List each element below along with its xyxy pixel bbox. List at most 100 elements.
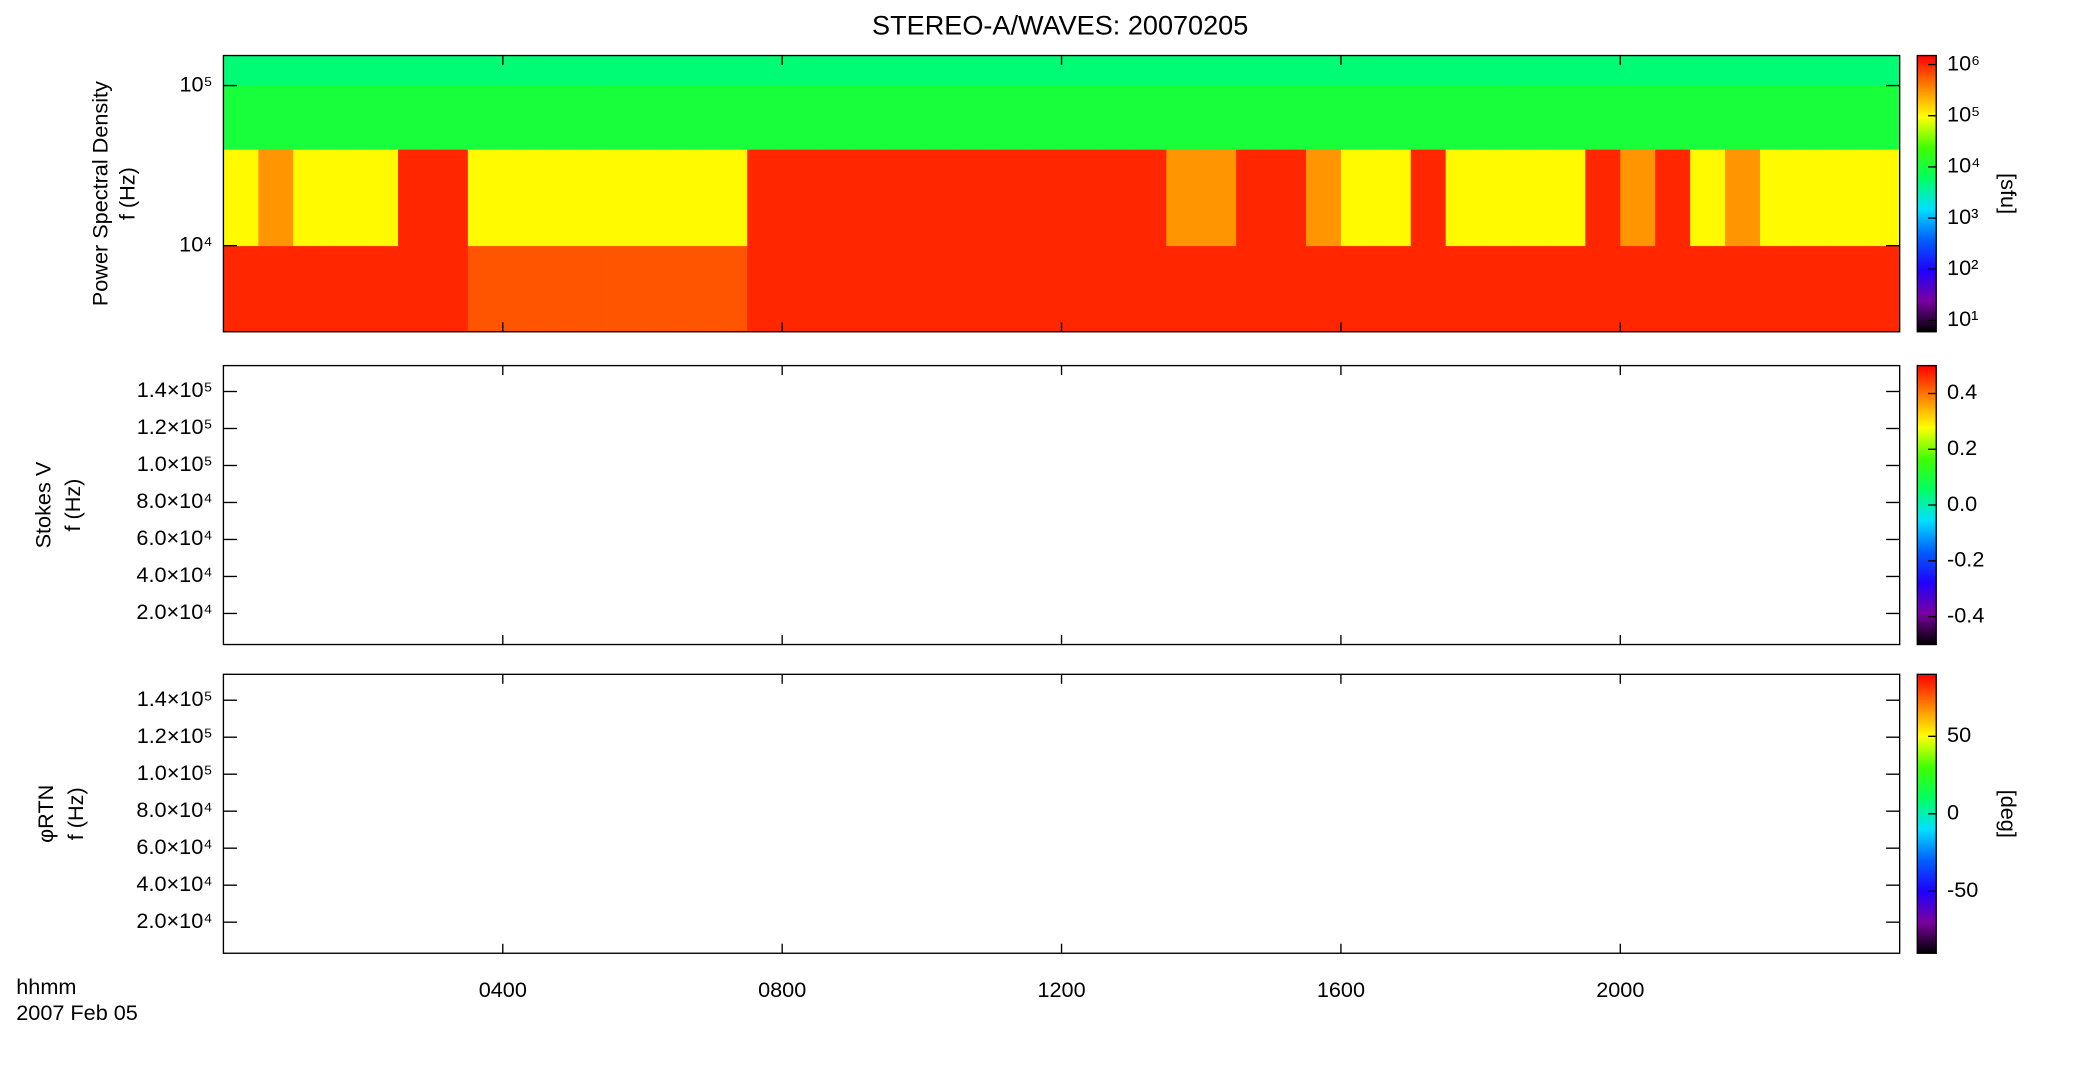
- heatmap-cell: [1375, 55, 1412, 86]
- heatmap-cell: [1585, 85, 1621, 150]
- heatmap-cell: [956, 55, 993, 86]
- heatmap-cell: [747, 245, 783, 333]
- colorbar-tick-label: 10⁵: [1947, 101, 1980, 126]
- heatmap-cell: [328, 85, 364, 150]
- y-tick-label: 1.0×10⁵: [137, 451, 213, 476]
- heatmap-cell: [1585, 55, 1621, 86]
- heatmap-cell: [1201, 85, 1237, 150]
- heatmap-cell: [398, 149, 434, 247]
- heatmap-cell: [747, 55, 783, 86]
- heatmap-cell: [1725, 85, 1761, 150]
- heatmap-cell: [1026, 55, 1062, 86]
- heatmap-cell: [1480, 85, 1516, 150]
- y-tick-label: 1.0×10⁵: [137, 760, 213, 785]
- heatmap-cell: [921, 55, 958, 86]
- colorbar-tick-label: -0.4: [1947, 602, 1984, 627]
- heatmap-cell: [1550, 55, 1586, 86]
- heatmap-cell: [1585, 245, 1621, 333]
- heatmap-cell: [1166, 149, 1202, 247]
- heatmap-cell: [817, 245, 853, 333]
- heatmap-cell: [1864, 245, 1901, 333]
- heatmap-cell: [1305, 149, 1342, 247]
- heatmap-cell: [817, 55, 853, 86]
- y-tick-label: 6.0×10⁴: [136, 834, 212, 859]
- heatmap-cell: [607, 245, 643, 333]
- heatmap-cell: [1305, 55, 1342, 86]
- chart-title: STEREO-A/WAVES: 20070205: [872, 9, 1248, 40]
- heatmap-cell: [747, 85, 783, 150]
- x-axis-label: hhmm: [16, 974, 76, 999]
- heatmap-cell: [223, 149, 259, 247]
- plot-frame: [222, 673, 1901, 954]
- heatmap-cell: [782, 245, 818, 333]
- heatmap-cell: [1794, 85, 1831, 150]
- heatmap-cell: [1829, 245, 1866, 333]
- y-tick-label: 4.0×10⁴: [136, 562, 212, 587]
- heatmap-cell: [1655, 85, 1691, 150]
- heatmap-cell: [852, 85, 888, 150]
- colorbar-tick-label: 10⁶: [1947, 50, 1980, 75]
- y-tick-label: 2.0×10⁴: [136, 599, 212, 624]
- heatmap-cell: [921, 85, 958, 150]
- heatmap-cell: [1340, 85, 1377, 150]
- heatmap-cell: [991, 55, 1028, 86]
- heatmap-cell: [1655, 149, 1691, 247]
- heatmap-cell: [1620, 85, 1656, 150]
- heatmap-cell: [1550, 149, 1586, 247]
- colorbar-tick-label: 10⁴: [1947, 153, 1980, 178]
- heatmap-cell: [328, 55, 364, 86]
- heatmap-cell: [1340, 149, 1377, 247]
- heatmap-cell: [258, 85, 294, 150]
- heatmap-cell: [852, 149, 888, 247]
- heatmap-cell: [1864, 55, 1901, 86]
- heatmap-cell: [1340, 55, 1377, 86]
- heatmap-cell: [1410, 245, 1447, 333]
- heatmap-cell: [1515, 55, 1551, 86]
- heatmap-cell: [956, 149, 993, 247]
- y-tick-label: 1.4×10⁵: [137, 686, 213, 711]
- y-tick-label: 1.4×10⁵: [137, 377, 213, 402]
- heatmap-cell: [782, 149, 818, 247]
- y-tick-label: 1.2×10⁵: [137, 723, 213, 748]
- heatmap-cell: [1166, 55, 1202, 86]
- heatmap-cell: [1061, 149, 1097, 247]
- y-tick-label: 6.0×10⁴: [136, 525, 212, 550]
- heatmap-cell: [1655, 55, 1691, 86]
- heatmap-cell: [1829, 55, 1866, 86]
- colorbar-label: [deg]: [1996, 790, 2021, 838]
- heatmap-cell: [1236, 149, 1272, 247]
- heatmap-cell: [1236, 85, 1272, 150]
- heatmap-cell: [1096, 55, 1132, 86]
- heatmap-cell: [1445, 245, 1482, 333]
- heatmap-cell: [1480, 149, 1516, 247]
- heatmap-cell: [432, 55, 469, 86]
- heatmap-cell: [782, 55, 818, 86]
- heatmap-cell: [1480, 55, 1516, 86]
- colorbar-tick-label: 0.2: [1947, 435, 1977, 460]
- heatmap-cell: [467, 55, 504, 86]
- heatmap-cell: [991, 85, 1028, 150]
- heatmap-cell: [1550, 85, 1586, 150]
- x-tick-label: 0800: [758, 977, 806, 1002]
- heatmap-cell: [572, 245, 608, 333]
- y-tick-label: 8.0×10⁴: [136, 488, 212, 513]
- heatmap-cell: [921, 149, 958, 247]
- heatmap-cell: [1271, 149, 1307, 247]
- heatmap-cell: [817, 149, 853, 247]
- heatmap-cell: [293, 245, 329, 333]
- heatmap-cell: [1410, 85, 1447, 150]
- heatmap-cell: [1166, 245, 1202, 333]
- heatmap-cell: [1759, 55, 1796, 86]
- heatmap-cell: [1410, 149, 1447, 247]
- heatmap-cell: [328, 149, 364, 247]
- colorbar-tick-label: 0: [1947, 799, 1959, 824]
- heatmap-cell: [1201, 55, 1237, 86]
- heatmap-cell: [1201, 149, 1237, 247]
- heatmap-cell: [677, 149, 713, 247]
- heatmap-cell: [432, 149, 469, 247]
- y-tick-label: 1.2×10⁵: [137, 414, 213, 439]
- heatmap-cell: [328, 245, 364, 333]
- heatmap-cell: [1759, 245, 1796, 333]
- heatmap-cell: [1375, 85, 1412, 150]
